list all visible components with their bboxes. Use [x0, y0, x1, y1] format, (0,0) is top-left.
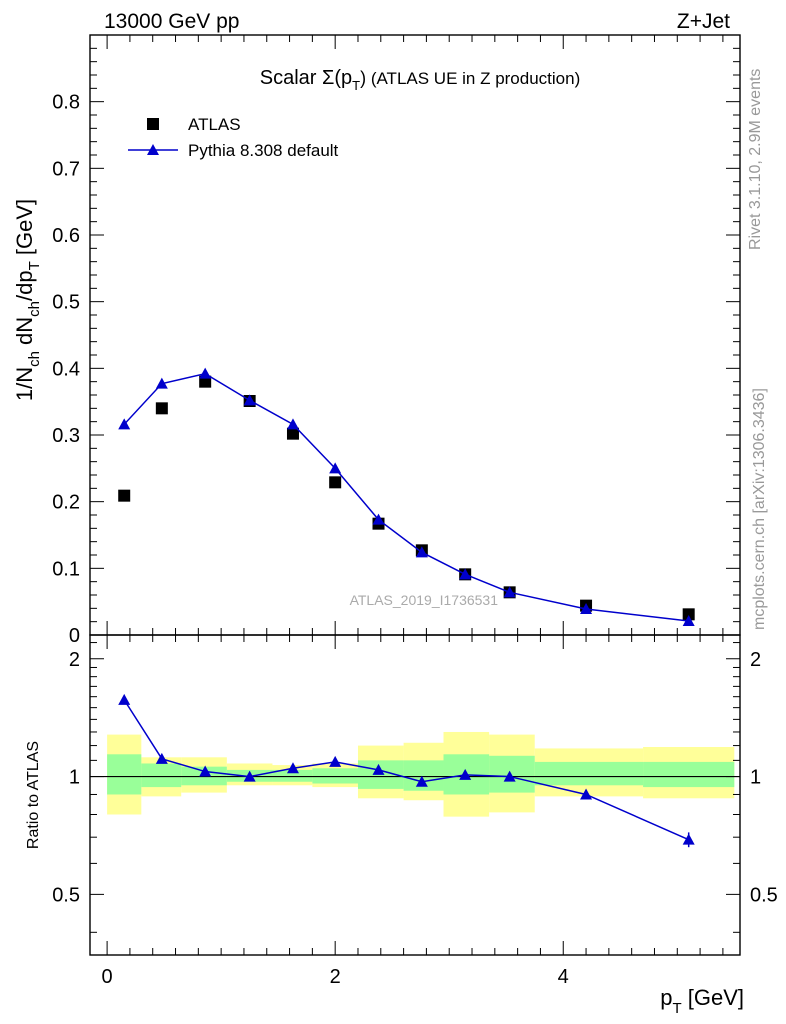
atlas-data-point — [329, 476, 342, 489]
y-tick-label: 0.2 — [52, 492, 80, 514]
header-process: Z+Jet — [677, 10, 730, 33]
x-tick-label: 2 — [330, 966, 341, 988]
pythia-ratio-point — [503, 770, 516, 782]
legend-pythia-marker — [147, 144, 159, 155]
y-tick-label: 0.1 — [52, 558, 80, 580]
pythia-data-point — [155, 377, 168, 389]
legend: ATLAS Pythia 8.308 default — [128, 115, 339, 160]
pythia-data-point — [415, 546, 428, 558]
atlas-data-point — [682, 608, 695, 621]
ylabel-b: dN — [12, 317, 37, 351]
pythia-data-point — [503, 586, 516, 598]
pythia-ratio-point — [415, 775, 428, 787]
pythia-data-point — [682, 615, 695, 626]
header-energy: 13000 GeV pp — [104, 10, 239, 33]
pythia-line — [123, 372, 689, 622]
pythia-data-point — [286, 418, 299, 430]
xlabel-sub: T — [672, 1000, 681, 1017]
inner-band-bin — [643, 761, 735, 788]
y-tick-label: 0.6 — [52, 225, 80, 247]
pythia-ratio-point — [243, 770, 256, 782]
y-tick-label: 0.8 — [52, 92, 80, 114]
ratio-tick-label-left: 1 — [69, 767, 80, 789]
xlabel-unit: [GeV] — [682, 985, 744, 1010]
inner-band-bin — [489, 755, 535, 793]
pythia-ratio-point — [199, 765, 212, 777]
atlas-data-point — [155, 402, 168, 415]
pythia-ratio-point — [459, 768, 472, 780]
inner-band-bin — [312, 768, 358, 784]
axes: 0 2 400.10.20.30.40.50.60.70.80.5 0.51 12 2 — [52, 35, 778, 988]
ratio-tick-label-right: 0.5 — [750, 884, 778, 906]
ratio-plot-frame — [89, 634, 741, 956]
ylabel-b-sub: ch — [26, 301, 43, 317]
x-tick-label: 4 — [558, 966, 569, 988]
legend-atlas-label: ATLAS — [188, 115, 241, 134]
x-tick-label: 0 — [102, 966, 113, 988]
title-sigma: Σ(p — [322, 67, 352, 89]
inner-band-bin — [107, 754, 142, 795]
mcplots-label: mcplots.cern.ch [arXiv:1306.3436] — [751, 388, 768, 630]
pythia-data-point — [329, 462, 342, 474]
pythia-data-point — [459, 568, 472, 580]
xlabel-main: p — [660, 985, 672, 1010]
pythia-ratio-point — [286, 762, 299, 774]
rivet-label: Rivet 3.1.10, 2.9M events — [747, 69, 764, 250]
ratio-tick-label-left: 0.5 — [52, 884, 80, 906]
pythia-ratio-point — [580, 788, 593, 800]
ratio-tick-label-right: 2 — [750, 649, 761, 671]
x-axis-label: pT [GeV] — [660, 985, 744, 1017]
ylabel-d: [GeV] — [12, 199, 37, 261]
ratio-tick-label-left: 2 — [69, 649, 80, 671]
analysis-watermark: ATLAS_2019_I1736531 — [350, 592, 499, 608]
pythia-ratio-point — [155, 752, 168, 764]
y-tick-label: 0.5 — [52, 292, 80, 314]
pythia-data-point — [199, 367, 212, 379]
y-tick-label: 0.7 — [52, 158, 80, 180]
pythia-data-point — [118, 418, 131, 430]
pythia-ratio-point — [372, 763, 385, 775]
pythia-data-point — [243, 394, 256, 406]
legend-pythia-label: Pythia 8.308 default — [188, 141, 339, 160]
ylabel-c-sub: T — [26, 261, 43, 270]
chart-title: Scalar Σ(pT) (ATLAS UE in Z production) — [260, 67, 581, 93]
title-prefix: Scalar — [260, 67, 322, 89]
pythia-ratio-line — [123, 699, 689, 841]
legend-atlas-marker — [147, 118, 159, 130]
title-suffix: (ATLAS UE in Z production) — [366, 69, 580, 88]
ratio-tick-label-right: 1 — [750, 767, 761, 789]
y-tick-label: 0.4 — [52, 358, 80, 380]
inner-band-bin — [141, 763, 182, 788]
pythia-data-point — [372, 513, 385, 525]
pythia-ratio-point — [118, 693, 131, 705]
inner-band-bin — [272, 769, 313, 782]
pythia-ratio-point — [329, 755, 342, 767]
title-close: ) — [360, 68, 366, 88]
ylabel-a: 1/N — [12, 367, 37, 401]
ylabel-c: /dp — [12, 270, 37, 301]
ylabel-a-sub: ch — [26, 351, 43, 367]
inner-band-bin — [534, 761, 644, 786]
y-axis-label: 1/Nch dNch/dpT [GeV] — [12, 199, 43, 401]
y-tick-label: 0 — [69, 625, 80, 647]
pythia-data-point — [580, 603, 593, 614]
ratio-y-axis-label: Ratio to ATLAS — [25, 741, 42, 849]
pythia-ratio-point — [682, 833, 695, 845]
atlas-data-point — [286, 427, 299, 440]
title-sub: T — [352, 78, 360, 93]
data-marks — [118, 367, 695, 848]
y-tick-label: 0.3 — [52, 425, 80, 447]
atlas-data-point — [118, 489, 131, 502]
